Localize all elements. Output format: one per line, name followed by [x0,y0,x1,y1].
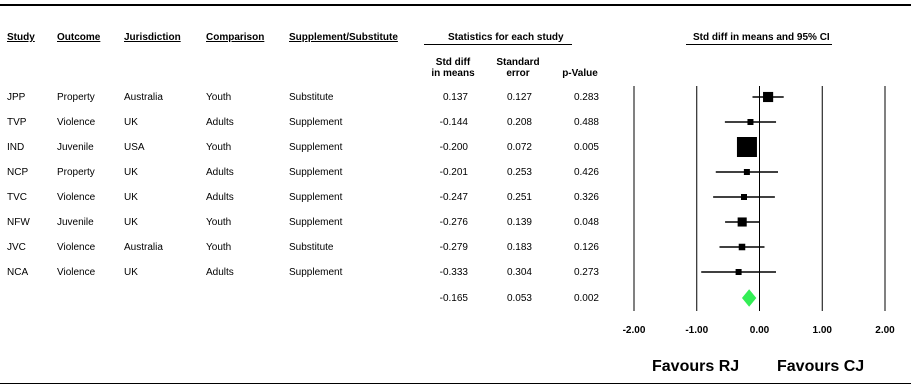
header-p-value: p-Value [562,68,598,79]
cell-p-value: 0.126 [573,242,599,253]
favours-right-label: Favours CJ [777,358,865,375]
cell-std-error: 0.127 [506,92,532,103]
cell-supplement: Supplement [289,167,343,178]
cell-supplement: Substitute [289,242,334,253]
cell-std-error: 0.251 [506,192,532,203]
cell-std-error: 0.139 [506,217,532,228]
cell-std-error: 0.208 [506,117,532,128]
cell-study: NFW [7,217,30,228]
cell-std-diff: -0.247 [439,192,468,203]
cell-p-value: 0.283 [573,92,599,103]
cell-std-diff: -0.333 [439,267,468,278]
effect-square [741,194,748,200]
cell-jurisdiction: UK [124,267,138,278]
cell-outcome: Violence [57,192,96,203]
cell-std-diff: -0.279 [439,242,468,253]
cell-comparison: Youth [206,242,232,253]
header-plot-group: Std diff in means and 95% CI [693,32,830,43]
cell-study: JVC [7,242,26,253]
header-std-diff: Std diff in means [431,57,475,79]
cell-outcome: Property [57,92,95,103]
cell-comparison: Youth [206,142,232,153]
cell-p-value: 0.005 [573,142,599,153]
cell-supplement: Supplement [289,117,343,128]
x-tick-label: 1.00 [813,325,833,336]
cell-std-error: 0.183 [506,242,532,253]
cell-jurisdiction: Australia [124,242,163,253]
cell-jurisdiction: Australia [124,92,163,103]
cell-study: NCA [7,267,29,278]
cell-jurisdiction: UK [124,117,138,128]
cell-comparison: Adults [206,267,234,278]
cell-jurisdiction: USA [124,142,145,153]
cell-comparison: Adults [206,117,234,128]
cell-outcome: Property [57,167,95,178]
cell-study: NCP [7,167,29,178]
effect-square [747,119,754,125]
cell-p-value: 0.426 [573,167,599,178]
cell-p-value: 0.488 [573,117,599,128]
x-tick-label: -1.00 [685,325,708,336]
effect-square [743,169,750,175]
cell-p-value: 0.326 [573,192,599,203]
cell-study: TVC [7,192,27,203]
cell-std-diff: 0.137 [442,92,468,103]
cell-std-diff: -0.276 [439,217,468,228]
bottom-rule [0,383,911,384]
cell-study: JPP [7,92,26,103]
cell-supplement: Supplement [289,192,343,203]
effect-square [736,137,757,157]
cell-outcome: Violence [57,267,96,278]
summary-p-value: 0.002 [573,293,599,304]
cell-jurisdiction: UK [124,217,138,228]
header-study: Study [7,32,35,43]
cell-jurisdiction: UK [124,192,138,203]
cell-comparison: Youth [206,92,232,103]
cell-std-error: 0.253 [506,167,532,178]
cell-outcome: Juvenile [57,142,94,153]
cell-std-diff: -0.200 [439,142,468,153]
cell-std-error: 0.072 [506,142,532,153]
cell-comparison: Adults [206,167,234,178]
header-jurisdiction: Jurisdiction [124,32,181,43]
summary-std-error: 0.053 [506,293,532,304]
cell-outcome: Violence [57,117,96,128]
header-statistics-group: Statistics for each study [448,32,564,43]
plot-group-rule [686,44,832,45]
cell-supplement: Supplement [289,142,343,153]
effect-square [763,91,774,103]
cell-std-error: 0.304 [506,267,532,278]
summary-std-diff: -0.165 [439,293,468,304]
header-outcome: Outcome [57,32,101,43]
cell-supplement: Supplement [289,217,343,228]
cell-jurisdiction: UK [124,167,138,178]
favours-left-label: Favours RJ [652,358,740,375]
x-tick-label: 2.00 [875,325,895,336]
cell-std-diff: -0.201 [439,167,468,178]
x-tick-label: 0.00 [750,325,770,336]
cell-outcome: Juvenile [57,217,94,228]
header-supplement: Supplement/Substitute [289,32,398,43]
cell-outcome: Violence [57,242,96,253]
effect-square [737,217,747,227]
cell-std-diff: -0.144 [439,117,468,128]
cell-study: TVP [7,117,27,128]
cell-supplement: Substitute [289,92,334,103]
cell-p-value: 0.048 [573,217,599,228]
header-std-error: Standard error [496,57,540,79]
cell-comparison: Adults [206,192,234,203]
x-tick-label: -2.00 [623,325,646,336]
cell-supplement: Supplement [289,267,343,278]
cell-comparison: Youth [206,217,232,228]
effect-square [738,243,746,251]
summary-diamond [741,289,757,307]
cell-p-value: 0.273 [573,267,599,278]
cell-study: IND [7,142,25,153]
header-comparison: Comparison [206,32,265,43]
top-rule [0,4,911,6]
effect-square [735,269,742,275]
statistics-group-rule [424,44,572,45]
